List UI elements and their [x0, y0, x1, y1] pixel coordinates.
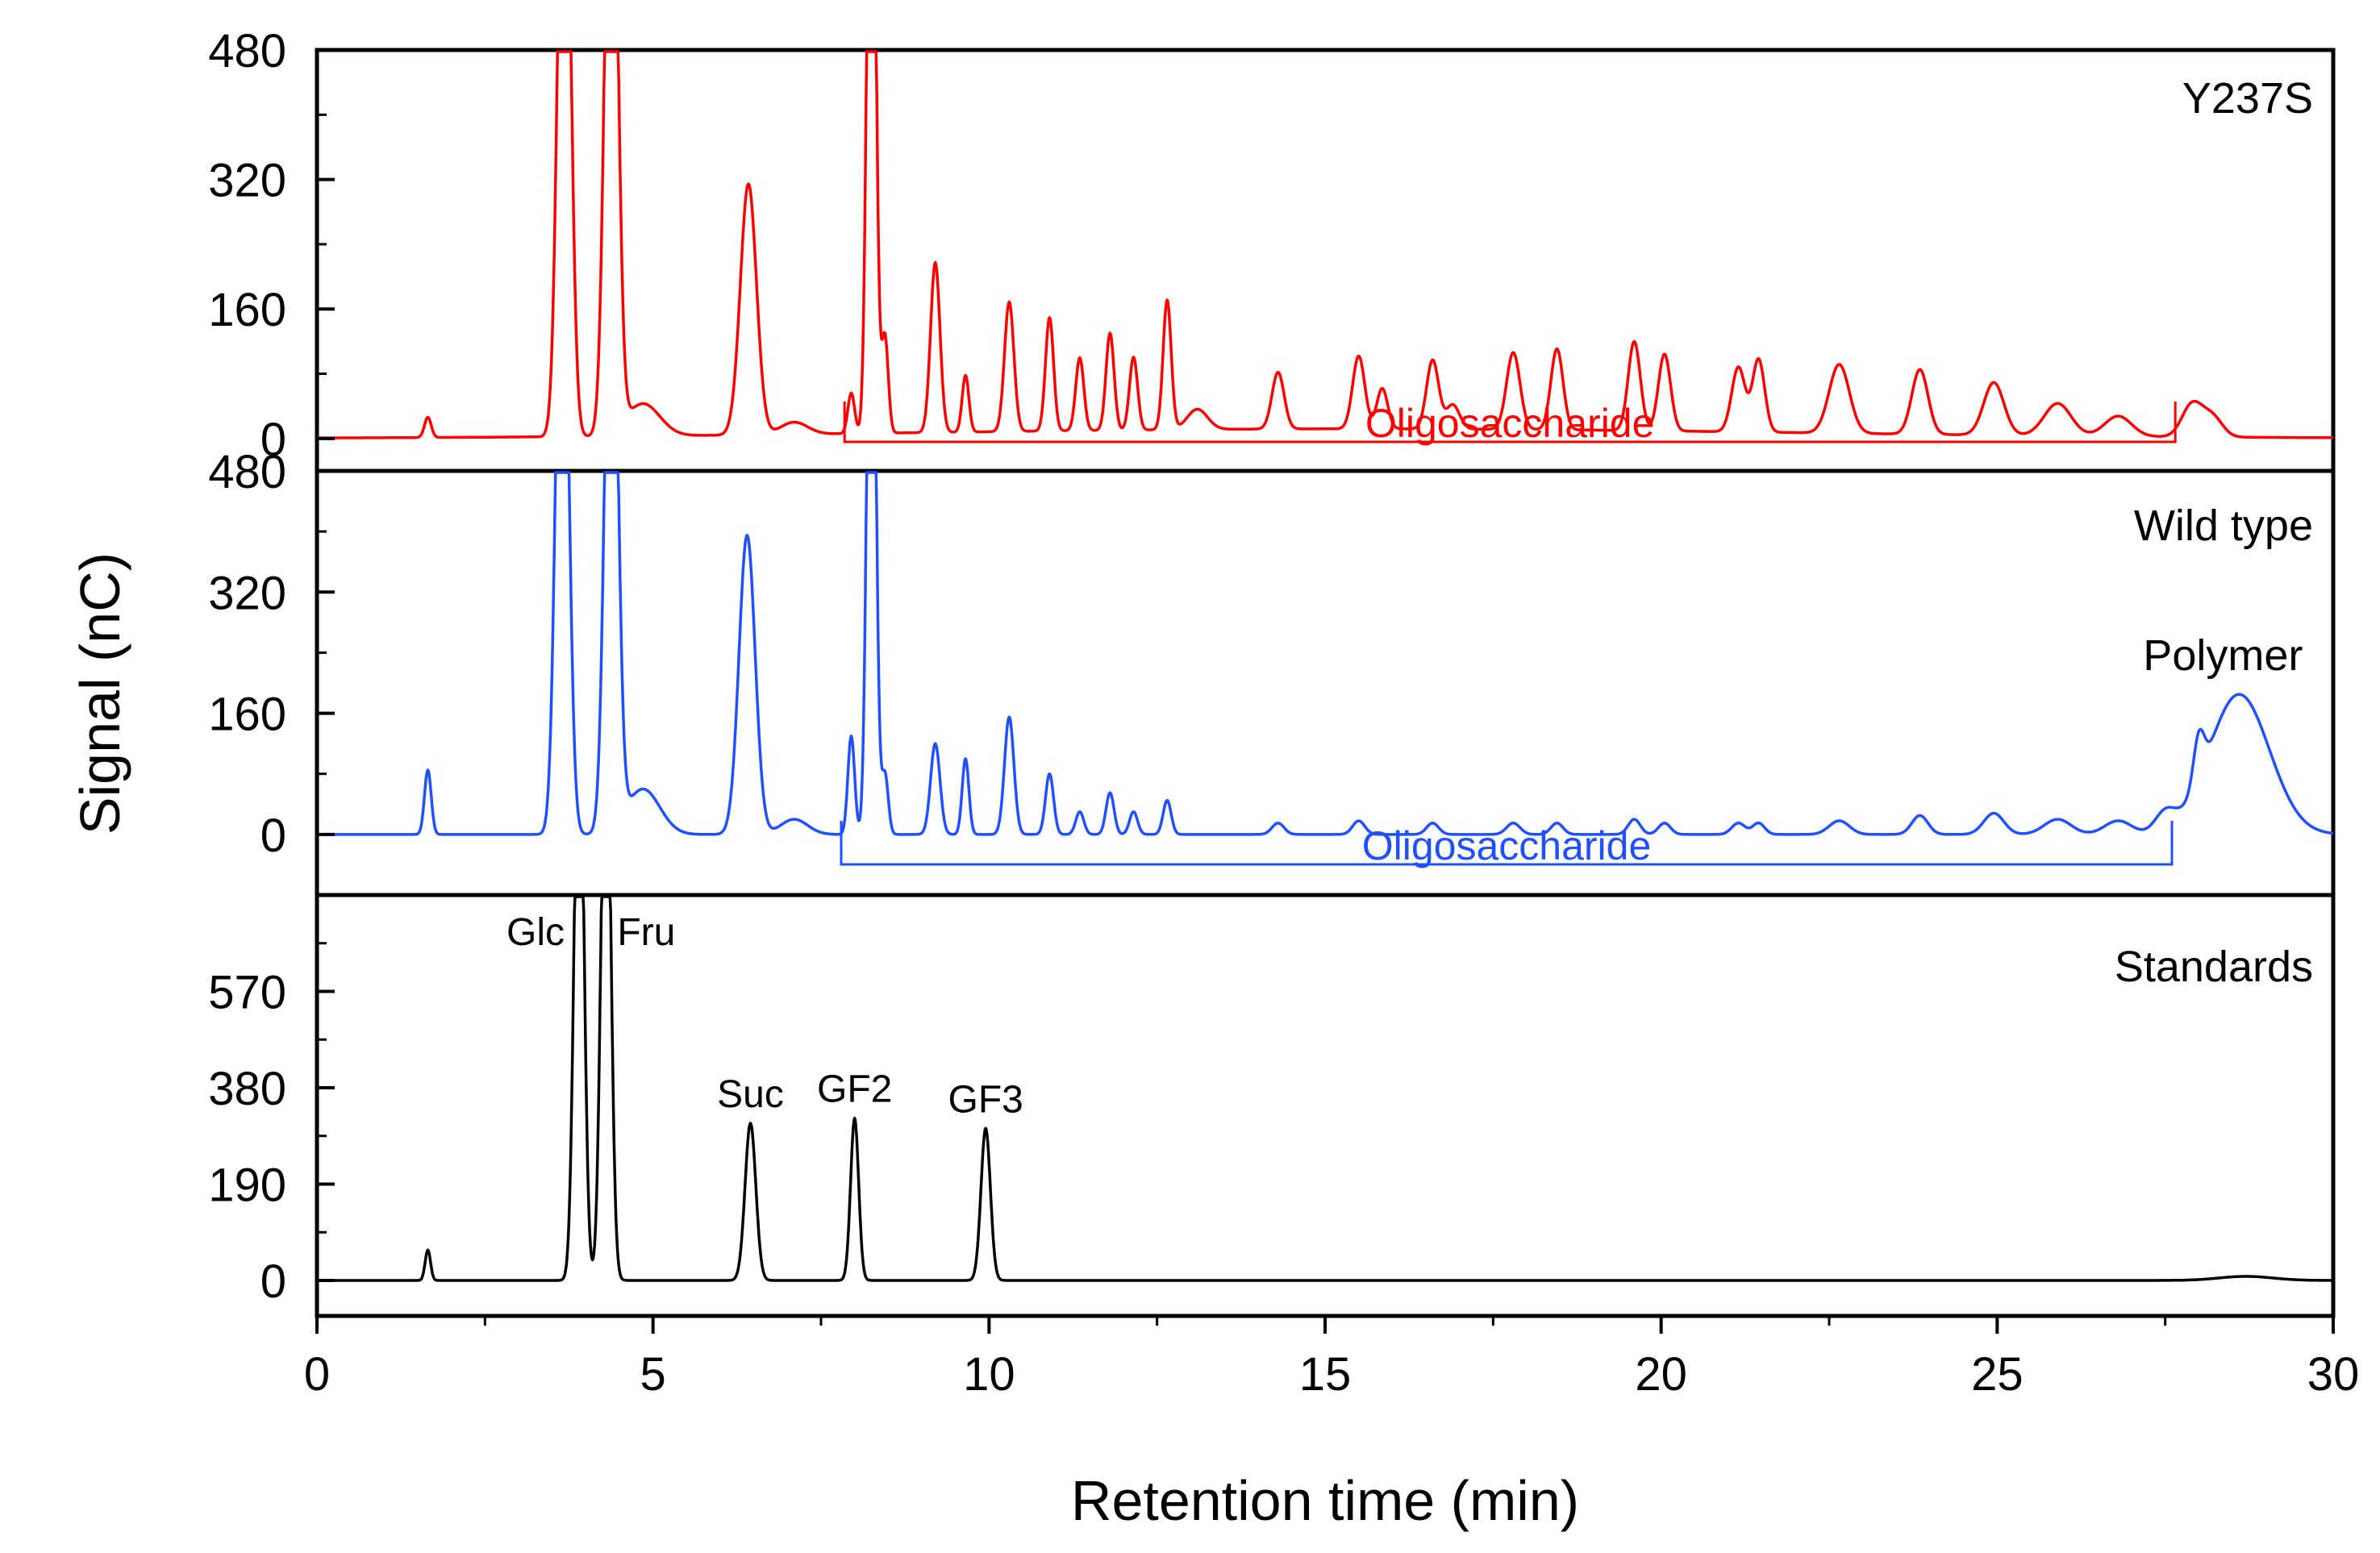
peak-label-polymer: Polymer — [2143, 631, 2303, 680]
peak-label-gf3: GF3 — [948, 1078, 1023, 1121]
series-line-standards — [316, 895, 2334, 1282]
y-tick-label-standards: 190 — [208, 1159, 286, 1211]
x-tick-label: 30 — [2307, 1348, 2360, 1401]
panel-label-standards: Standards — [2115, 943, 2313, 991]
y-tick-label-wild_type: 160 — [208, 689, 286, 741]
panel-label-wild-type: Wild type — [2134, 502, 2313, 550]
peak-label-suc: Suc — [717, 1073, 784, 1116]
peak-label-gf2: GF2 — [817, 1068, 892, 1111]
series-line-wild-type — [316, 471, 2334, 836]
x-tick-label: 25 — [1971, 1348, 2024, 1401]
panel-frame-standards — [315, 893, 2336, 1318]
y-tick-label-wild_type: 320 — [208, 567, 286, 619]
peak-label-fru: Fru — [617, 911, 675, 954]
x-tick-label: 0 — [304, 1348, 330, 1401]
y-tick-label-y237s: 480 — [208, 25, 286, 77]
y-tick-label-standards: 0 — [261, 1255, 286, 1308]
bracket-label-wild_type: Oligosaccharide — [1362, 823, 1652, 868]
peak-label-glc: Glc — [506, 911, 565, 954]
bracket-y237s — [843, 402, 2177, 443]
y-tick-label-y237s: 160 — [208, 284, 286, 336]
y-tick-label-wild_type: 0 — [261, 810, 286, 862]
y-tick-label-standards: 570 — [208, 966, 286, 1018]
bracket-wild_type — [840, 821, 2174, 866]
chart-marks: 0 160 320 480 Oligosaccharide 0 160 320 480 Oligo… — [208, 25, 2359, 1401]
y-axis-title: Signal (nC) — [69, 552, 131, 835]
x-tick-label: 5 — [640, 1348, 666, 1401]
series-line-y237s — [316, 50, 2334, 439]
y-tick-label-standards: 380 — [208, 1063, 286, 1115]
y-tick-label-wild_type: 480 — [208, 446, 286, 498]
y-tick-label-y237s: 0 — [261, 414, 286, 466]
x-tick-label: 20 — [1635, 1348, 1687, 1401]
y-tick-label-y237s: 320 — [208, 155, 286, 207]
panel-label-y237s: Y237S — [2182, 74, 2313, 123]
x-tick-label: 10 — [963, 1348, 1015, 1401]
x-axis-title: Retention time (min) — [1071, 1469, 1579, 1532]
bracket-label-y237s: Oligosaccharide — [1365, 401, 1655, 446]
x-tick-label: 15 — [1299, 1348, 1352, 1401]
